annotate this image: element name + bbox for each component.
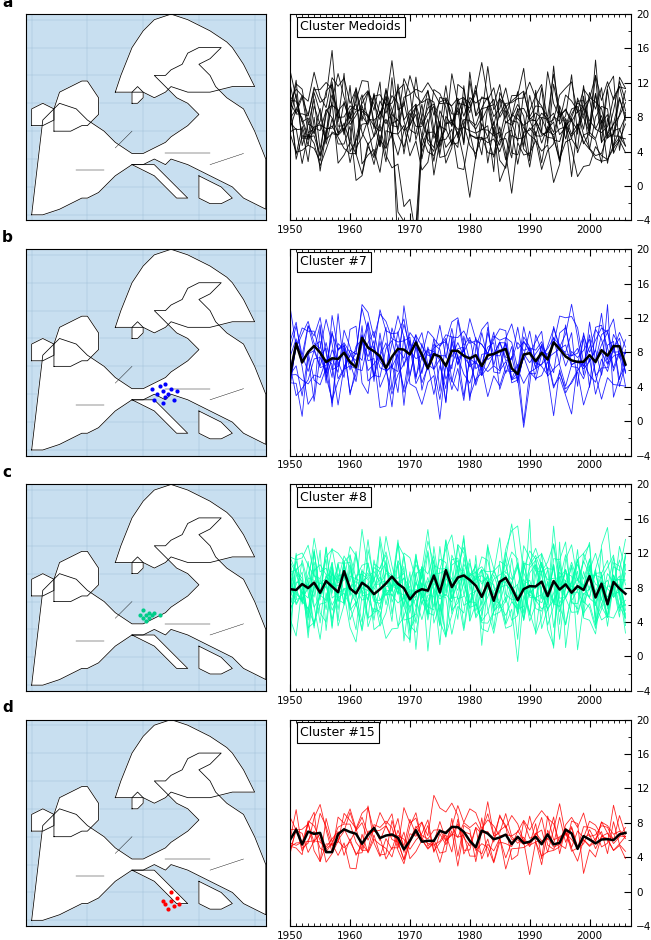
Polygon shape [132, 556, 143, 573]
Point [138, 603, 148, 618]
Polygon shape [132, 792, 143, 808]
Point [138, 611, 148, 626]
Polygon shape [54, 552, 98, 602]
Polygon shape [54, 316, 98, 367]
Polygon shape [32, 338, 54, 361]
Point [166, 381, 176, 396]
Polygon shape [0, 277, 15, 300]
Polygon shape [32, 573, 54, 596]
Point [160, 389, 171, 404]
Polygon shape [115, 249, 255, 333]
Point [166, 885, 176, 900]
Point [143, 605, 154, 620]
Point [163, 386, 173, 401]
Text: Cluster Medoids: Cluster Medoids [300, 21, 401, 33]
Polygon shape [0, 512, 15, 535]
Polygon shape [32, 753, 266, 920]
Text: c: c [2, 465, 11, 480]
Point [171, 890, 182, 905]
Point [141, 614, 151, 629]
Polygon shape [132, 164, 187, 198]
Point [166, 893, 176, 908]
Point [149, 605, 159, 620]
Point [171, 384, 182, 399]
Polygon shape [0, 747, 15, 770]
Polygon shape [132, 635, 187, 668]
Polygon shape [0, 42, 15, 64]
Point [143, 611, 154, 626]
Text: Cluster #15: Cluster #15 [300, 726, 375, 739]
Polygon shape [115, 14, 255, 98]
Point [174, 896, 185, 911]
Text: Cluster #8: Cluster #8 [300, 491, 367, 504]
Polygon shape [199, 411, 232, 439]
Polygon shape [32, 48, 266, 215]
Point [155, 608, 165, 623]
Point [146, 608, 157, 623]
Polygon shape [199, 646, 232, 674]
Point [160, 377, 171, 392]
Polygon shape [132, 321, 143, 338]
Point [146, 381, 157, 396]
Polygon shape [132, 400, 187, 433]
Point [169, 899, 179, 914]
Polygon shape [54, 787, 98, 837]
Polygon shape [32, 103, 54, 126]
Text: Cluster #7: Cluster #7 [300, 256, 367, 269]
Polygon shape [32, 518, 266, 685]
Point [158, 395, 168, 410]
Polygon shape [32, 808, 54, 831]
Polygon shape [54, 81, 98, 132]
Text: b: b [2, 230, 13, 245]
Point [135, 608, 146, 623]
Polygon shape [32, 283, 266, 450]
Text: a: a [2, 0, 12, 10]
Point [160, 896, 171, 911]
Text: d: d [2, 700, 13, 715]
Polygon shape [132, 870, 187, 903]
Polygon shape [132, 86, 143, 103]
Polygon shape [199, 882, 232, 909]
Polygon shape [199, 176, 232, 204]
Polygon shape [115, 484, 255, 568]
Point [158, 384, 168, 399]
Point [169, 392, 179, 407]
Point [155, 378, 165, 393]
Point [149, 392, 159, 407]
Point [152, 386, 162, 401]
Point [163, 901, 173, 916]
Point [141, 608, 151, 623]
Point [158, 893, 168, 908]
Polygon shape [115, 720, 255, 804]
